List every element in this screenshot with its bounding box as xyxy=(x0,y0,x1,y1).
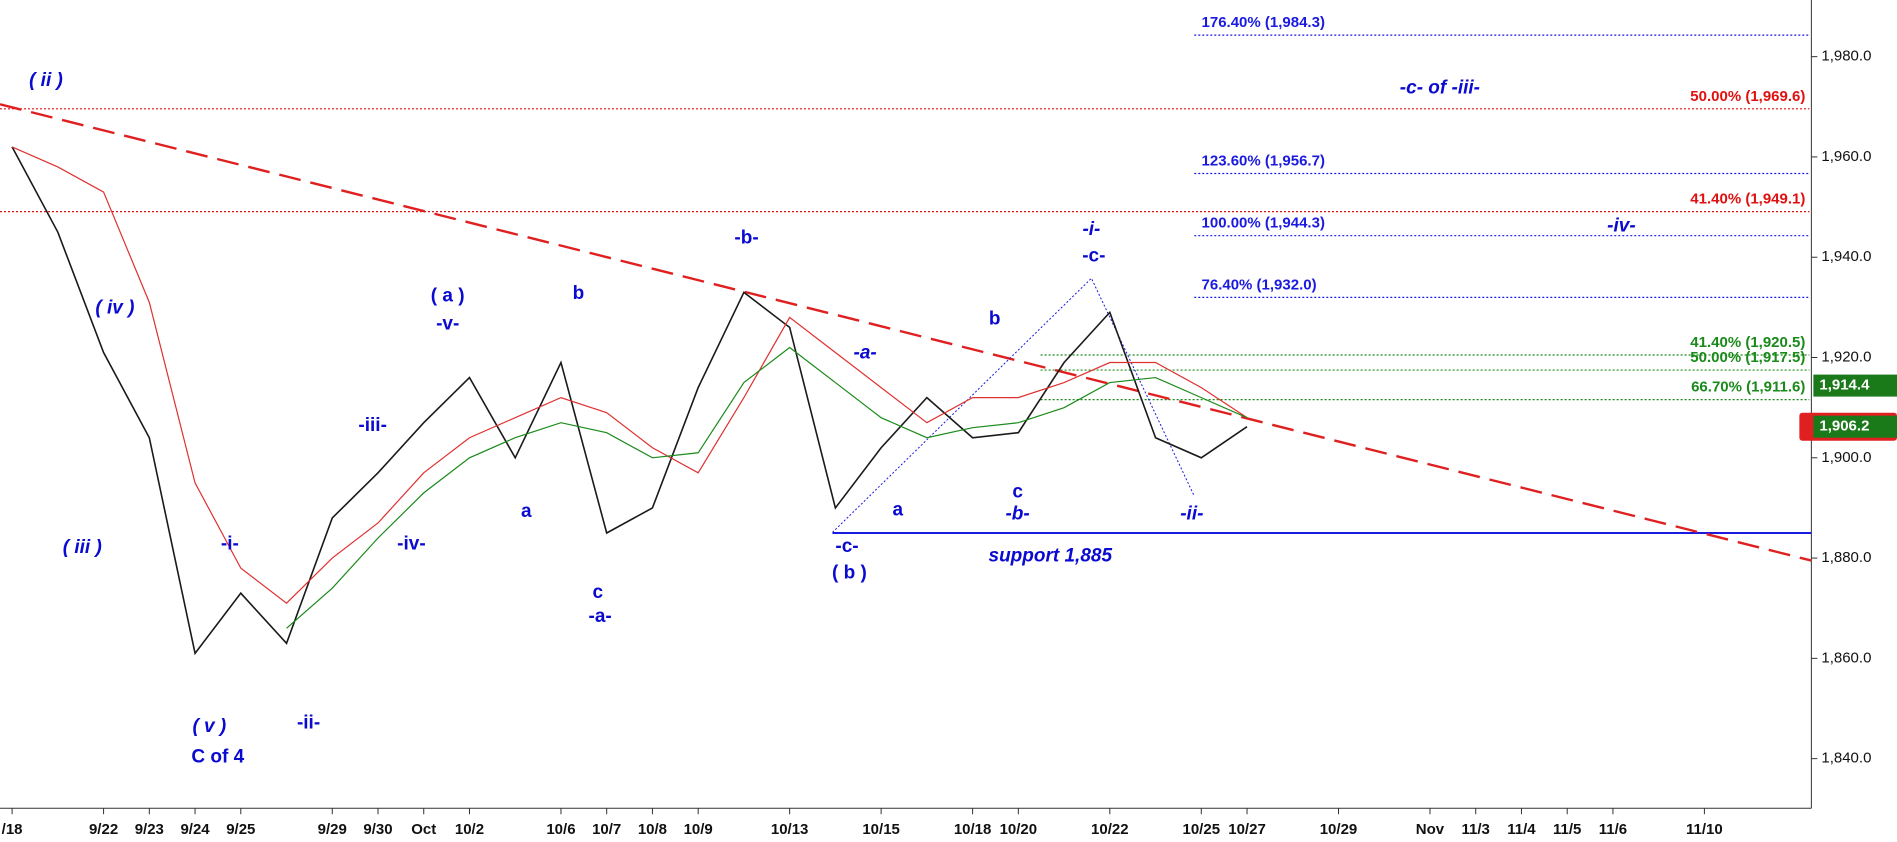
x-tick-label: 10/2 xyxy=(455,821,484,838)
level-label: 100.00% (1,944.3) xyxy=(1202,215,1325,232)
wave-label: -c- of -iii- xyxy=(1400,77,1480,98)
wave-label: b xyxy=(573,283,585,304)
wave-label: -c- xyxy=(1082,246,1105,267)
x-tick-label: 10/15 xyxy=(862,821,900,838)
wave-label: c xyxy=(1012,481,1023,502)
level-label: 66.70% (1,911.6) xyxy=(1691,379,1805,396)
price-tag xyxy=(1813,374,1897,397)
x-tick-label: 9/23 xyxy=(135,821,164,838)
y-tick-label: 1,920.0 xyxy=(1821,348,1871,365)
wave-label: -iv- xyxy=(397,534,426,555)
wave-label: -iii- xyxy=(358,415,387,436)
wave-label: ( ii ) xyxy=(29,70,63,91)
x-tick-label: 10/6 xyxy=(546,821,575,838)
wave-guide xyxy=(832,277,1195,533)
x-tick-label: 10/27 xyxy=(1228,821,1266,838)
x-tick-label: 10/18 xyxy=(954,821,992,838)
y-tick-label: 1,840.0 xyxy=(1821,750,1871,767)
price-line xyxy=(11,146,1248,656)
wave-label: -i- xyxy=(221,534,239,555)
wave-label: ( b ) xyxy=(832,563,867,584)
x-tick-label: 10/25 xyxy=(1183,821,1221,838)
level-label: 41.40% (1,949.1) xyxy=(1690,191,1805,208)
y-tick-label: 1,980.0 xyxy=(1821,48,1871,65)
wave-label: -a- xyxy=(854,342,877,363)
wave-label: -ii- xyxy=(297,713,320,734)
x-tick-label: 9/29 xyxy=(318,821,347,838)
y-tick-label: 1,880.0 xyxy=(1821,549,1871,566)
y-tick-label: 1,900.0 xyxy=(1821,449,1871,466)
level-label: 123.60% (1,956.7) xyxy=(1202,152,1325,169)
wave-label: a xyxy=(893,500,904,521)
wave-label: -iv- xyxy=(1607,215,1636,236)
wave-label: -c- xyxy=(835,536,858,557)
x-tick-label: 10/20 xyxy=(1000,821,1038,838)
level-label: 50.00% (1,969.6) xyxy=(1690,88,1805,105)
moving-average xyxy=(11,146,1248,604)
wave-label: -a- xyxy=(589,606,612,627)
wave-label: -b- xyxy=(1005,503,1029,524)
price-tag-label: 1,914.4 xyxy=(1819,377,1870,394)
x-tick-label: 10/9 xyxy=(684,821,713,838)
x-tick-label: 10/13 xyxy=(771,821,809,838)
wave-label: ( v ) xyxy=(192,716,226,737)
level-label: 176.40% (1,984.3) xyxy=(1202,14,1325,31)
x-tick-label: 11/10 xyxy=(1686,821,1723,838)
y-tick-label: 1,960.0 xyxy=(1821,148,1871,165)
x-tick-label: 9/30 xyxy=(363,821,392,838)
x-tick-label: 11/3 xyxy=(1462,821,1490,838)
level-label: 76.40% (1,932.0) xyxy=(1202,276,1317,293)
level-label: 50.00% (1,917.5) xyxy=(1690,349,1805,366)
wave-label: C of 4 xyxy=(191,746,244,767)
wave-label: ( iv ) xyxy=(95,298,134,319)
x-tick-label: Nov xyxy=(1416,821,1445,838)
x-tick-label: 11/6 xyxy=(1599,821,1627,838)
x-tick-label: 9/24 xyxy=(180,821,210,838)
y-tick-label: 1,940.0 xyxy=(1821,248,1871,265)
y-tick-label: 1,860.0 xyxy=(1821,649,1871,666)
price-tag xyxy=(1813,415,1897,438)
trendline xyxy=(0,103,1812,562)
support-label: support 1,885 xyxy=(989,546,1113,567)
wave-label: b xyxy=(989,308,1001,329)
x-tick-label: 10/7 xyxy=(592,821,621,838)
wave-label: -v- xyxy=(436,313,459,334)
x-tick-label: 9/22 xyxy=(89,821,118,838)
moving-average xyxy=(286,346,1248,629)
x-tick-label: 11/5 xyxy=(1553,821,1581,838)
wave-label: a xyxy=(521,501,532,522)
x-tick-label: 10/8 xyxy=(638,821,667,838)
level-label: 41.40% (1,920.5) xyxy=(1690,334,1805,351)
x-tick-label: 10/22 xyxy=(1091,821,1129,838)
wave-label: ( a ) xyxy=(431,285,465,306)
wave-label: -b- xyxy=(734,227,758,248)
wave-label: ( iii ) xyxy=(63,537,102,558)
x-tick-label: Oct xyxy=(411,821,436,838)
x-tick-label: 11/4 xyxy=(1507,821,1536,838)
x-tick-label: /18 xyxy=(2,821,23,838)
wave-label: c xyxy=(592,582,603,603)
wave-label: -ii- xyxy=(1180,503,1203,524)
wave-label: -i- xyxy=(1082,219,1100,240)
x-tick-label: 9/25 xyxy=(226,821,255,838)
x-tick-label: 10/29 xyxy=(1320,821,1358,838)
price-tag-label: 1,906.2 xyxy=(1819,418,1869,435)
